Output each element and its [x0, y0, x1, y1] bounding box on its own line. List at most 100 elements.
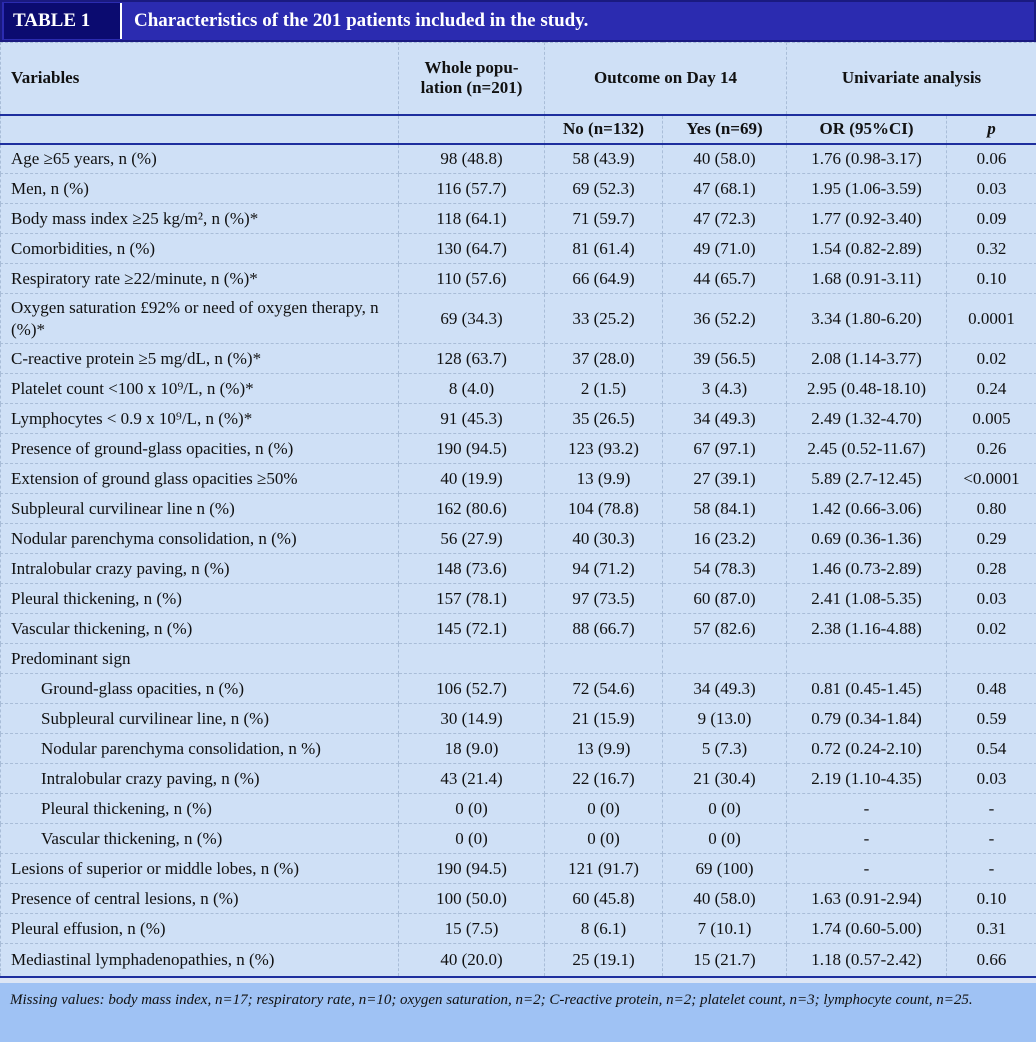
cell-whole-population: 0 (0): [398, 793, 545, 824]
table-row: Presence of central lesions, n (%) 100 (5…: [0, 883, 1036, 914]
cell-odds-ratio: 1.54 (0.82-2.89): [786, 233, 948, 264]
subheader-yes: Yes (n=69): [661, 114, 788, 145]
cell-whole-population: 40 (19.9): [398, 463, 545, 494]
cell-odds-ratio: -: [786, 823, 948, 854]
subheader-row: No (n=132) Yes (n=69) OR (95%CI) p: [0, 114, 1036, 145]
cell-whole-population: 56 (27.9): [398, 523, 545, 554]
cell-outcome-yes: [661, 643, 788, 674]
table-row: Comorbidities, n (%) 130 (64.7) 81 (61.4) 4…: [0, 233, 1036, 264]
header-variables: Variables: [0, 42, 399, 115]
cell-p-value: -: [946, 853, 1036, 884]
cell-outcome-yes: 47 (68.1): [661, 173, 788, 204]
table-number-label: TABLE 1: [4, 3, 122, 39]
cell-whole-population: 43 (21.4): [398, 763, 545, 794]
cell-p-value: 0.59: [946, 703, 1036, 734]
cell-outcome-yes: 57 (82.6): [661, 613, 788, 644]
table-row: Extension of ground glass opacities ≥50%…: [0, 463, 1036, 494]
cell-outcome-no: 60 (45.8): [544, 883, 663, 914]
cell-outcome-yes: 0 (0): [661, 823, 788, 854]
cell-p-value: 0.66: [946, 943, 1036, 978]
row-label: Respiratory rate ≥22/minute, n (%)*: [0, 263, 399, 294]
row-label: Predominant sign: [0, 643, 399, 674]
row-label: Subpleural curvilinear line, n (%): [0, 703, 399, 734]
row-label: Pleural thickening, n (%): [0, 793, 399, 824]
row-label: C-reactive protein ≥5 mg/dL, n (%)*: [0, 343, 399, 374]
cell-odds-ratio: -: [786, 793, 948, 824]
table-row: Oxygen saturation £92% or need of oxygen…: [0, 293, 1036, 344]
table-row: Men, n (%) 116 (57.7) 69 (52.3) 47 (68.1) 1.…: [0, 173, 1036, 204]
cell-p-value: 0.24: [946, 373, 1036, 404]
row-label: Age ≥65 years, n (%): [0, 143, 399, 174]
table-row: Age ≥65 years, n (%) 98 (48.8) 58 (43.9) 40…: [0, 143, 1036, 174]
row-label: Presence of central lesions, n (%): [0, 883, 399, 914]
row-label: Mediastinal lymphadenopathies, n (%): [0, 943, 399, 978]
cell-outcome-no: 37 (28.0): [544, 343, 663, 374]
cell-whole-population: 118 (64.1): [398, 203, 545, 234]
cell-whole-population: 40 (20.0): [398, 943, 545, 978]
cell-outcome-yes: 21 (30.4): [661, 763, 788, 794]
cell-p-value: 0.03: [946, 173, 1036, 204]
cell-outcome-no: 22 (16.7): [544, 763, 663, 794]
header-whole-line1: Whole popu-: [424, 58, 519, 78]
header-whole-line2: lation (n=201): [420, 78, 523, 98]
patient-characteristics-table: Variables Whole popu- lation (n=201) Out…: [0, 42, 1036, 978]
cell-p-value: <0.0001: [946, 463, 1036, 494]
cell-p-value: -: [946, 823, 1036, 854]
cell-odds-ratio: 1.74 (0.60-5.00): [786, 913, 948, 944]
cell-odds-ratio: 1.46 (0.73-2.89): [786, 553, 948, 584]
row-label: Platelet count <100 x 10⁹/L, n (%)*: [0, 373, 399, 404]
cell-whole-population: 190 (94.5): [398, 853, 545, 884]
cell-odds-ratio: 2.41 (1.08-5.35): [786, 583, 948, 614]
cell-odds-ratio: 1.77 (0.92-3.40): [786, 203, 948, 234]
cell-outcome-yes: 47 (72.3): [661, 203, 788, 234]
cell-whole-population: 128 (63.7): [398, 343, 545, 374]
cell-outcome-yes: 27 (39.1): [661, 463, 788, 494]
row-label: Extension of ground glass opacities ≥50%: [0, 463, 399, 494]
cell-outcome-no: 40 (30.3): [544, 523, 663, 554]
cell-outcome-yes: 9 (13.0): [661, 703, 788, 734]
table-footnote: Missing values: body mass index, n=17; r…: [0, 983, 1036, 1042]
cell-whole-population: 98 (48.8): [398, 143, 545, 174]
subheader-blank-whole: [398, 114, 545, 145]
cell-p-value: 0.54: [946, 733, 1036, 764]
cell-odds-ratio: 2.19 (1.10-4.35): [786, 763, 948, 794]
cell-p-value: 0.10: [946, 883, 1036, 914]
cell-p-value: 0.26: [946, 433, 1036, 464]
cell-whole-population: 69 (34.3): [398, 293, 545, 344]
row-label: Presence of ground-glass opacities, n (%…: [0, 433, 399, 464]
header-outcome: Outcome on Day 14: [543, 42, 788, 115]
cell-outcome-yes: 49 (71.0): [661, 233, 788, 264]
group-header-row: Predominant sign: [0, 643, 1036, 674]
cell-outcome-yes: 58 (84.1): [661, 493, 788, 524]
cell-outcome-yes: 16 (23.2): [661, 523, 788, 554]
cell-outcome-no: 104 (78.8): [544, 493, 663, 524]
cell-p-value: 0.02: [946, 343, 1036, 374]
row-label: Vascular thickening, n (%): [0, 613, 399, 644]
cell-whole-population: [398, 643, 545, 674]
cell-whole-population: 8 (4.0): [398, 373, 545, 404]
cell-outcome-yes: 69 (100): [661, 853, 788, 884]
cell-odds-ratio: 0.79 (0.34-1.84): [786, 703, 948, 734]
cell-p-value: 0.10: [946, 263, 1036, 294]
cell-odds-ratio: 0.81 (0.45-1.45): [786, 673, 948, 704]
cell-p-value: 0.06: [946, 143, 1036, 174]
cell-outcome-no: [544, 643, 663, 674]
table-row: Ground-glass opacities, n (%) 106 (52.7) 7…: [0, 673, 1036, 704]
table-row: Body mass index ≥25 kg/m², n (%)* 118 (64…: [0, 203, 1036, 234]
cell-outcome-yes: 0 (0): [661, 793, 788, 824]
row-label: Pleural thickening, n (%): [0, 583, 399, 614]
table-row: Intralobular crazy paving, n (%) 43 (21.4…: [0, 763, 1036, 794]
row-label: Intralobular crazy paving, n (%): [0, 763, 399, 794]
row-label: Men, n (%): [0, 173, 399, 204]
table-row: Pleural thickening, n (%) 0 (0) 0 (0) 0 (0)…: [0, 793, 1036, 824]
table-row: Pleural thickening, n (%) 157 (78.1) 97 (7…: [0, 583, 1036, 614]
cell-outcome-no: 88 (66.7): [544, 613, 663, 644]
table-row: Vascular thickening, n (%) 145 (72.1) 88 (…: [0, 613, 1036, 644]
cell-p-value: 0.005: [946, 403, 1036, 434]
cell-odds-ratio: 1.63 (0.91-2.94): [786, 883, 948, 914]
cell-p-value: -: [946, 793, 1036, 824]
cell-outcome-no: 97 (73.5): [544, 583, 663, 614]
cell-outcome-no: 0 (0): [544, 823, 663, 854]
row-label: Pleural effusion, n (%): [0, 913, 399, 944]
cell-p-value: 0.03: [946, 763, 1036, 794]
